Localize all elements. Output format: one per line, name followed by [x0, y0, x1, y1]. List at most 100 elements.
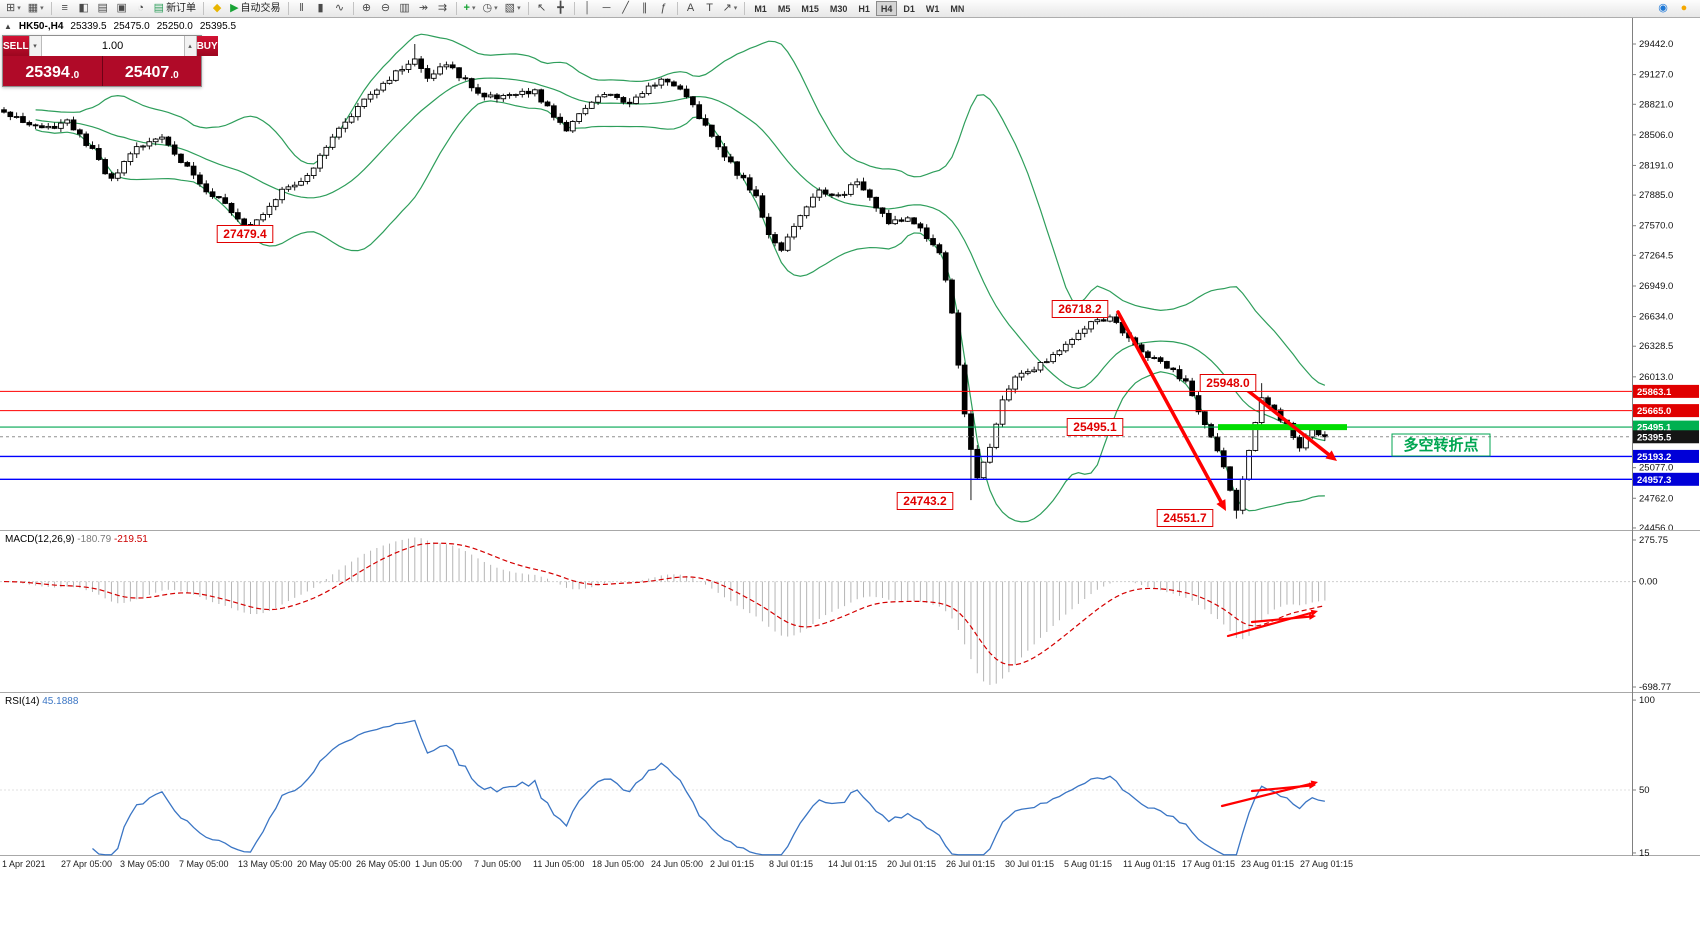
- time-axis-label: 5 Aug 01:15: [1064, 859, 1113, 869]
- price-annotation-box[interactable]: [1156, 509, 1214, 527]
- rsi-axis[interactable]: 100 50 15: [1632, 692, 1655, 856]
- toolbar-market-watch-button[interactable]: ≡: [56, 1, 74, 17]
- toolbar-data-window-button[interactable]: ◧: [75, 1, 93, 17]
- time-axis-label: 11 Aug 01:15: [1123, 859, 1176, 869]
- svg-text:26013.0: 26013.0: [1639, 372, 1673, 383]
- svg-text:24743.2: 24743.2: [903, 494, 947, 508]
- price-annotation-box[interactable]: [1066, 418, 1124, 436]
- toolbar-cursor-button[interactable]: ↖: [533, 1, 551, 17]
- candlestick-series: [1, 44, 1328, 519]
- rsi-panel[interactable]: 100 50 15: [0, 692, 1700, 856]
- price-axis[interactable]: 29442.0 29127.0 28821.0 28506.0 28191.0 27885…: [1632, 18, 1699, 530]
- toolbar-trendline-button[interactable]: ╱: [617, 1, 635, 17]
- timeframe-m1-button[interactable]: M1: [749, 1, 772, 16]
- price-annotation-box[interactable]: [216, 225, 274, 243]
- toolbar-navigator-button[interactable]: ▤: [94, 1, 112, 17]
- toolbar-fibonacci-button[interactable]: ƒ: [655, 1, 673, 17]
- time-axis-label: 7 Jun 05:00: [474, 859, 522, 869]
- toolbar-bar-chart-button[interactable]: ‖: [293, 1, 311, 17]
- svg-text:0.00: 0.00: [1639, 577, 1658, 588]
- toolbar-new-order-button[interactable]: ▤ 新订单: [151, 1, 199, 17]
- price-chart[interactable]: 27479.4 26718.2 25948.0 25495.1 24743.2 24551…: [0, 18, 1700, 530]
- toolbar-metaeditor-button[interactable]: ◆: [208, 1, 226, 17]
- toolbar-chart-shift-button[interactable]: ⇉: [434, 1, 452, 17]
- toolbar-terminal-button[interactable]: ▣: [113, 1, 131, 17]
- svg-text:25863.1: 25863.1: [1637, 387, 1672, 398]
- price-annotation-box[interactable]: [1199, 374, 1257, 392]
- timeframe-m15-button[interactable]: M15: [796, 1, 824, 16]
- lot-increase-button[interactable]: ▴: [183, 36, 197, 56]
- bar-chart-icon: ‖: [299, 2, 304, 14]
- buy-price[interactable]: 25407 .0: [101, 56, 202, 86]
- svg-text:-698.77: -698.77: [1639, 682, 1671, 692]
- toolbar-tile-windows-button[interactable]: ▥: [396, 1, 414, 17]
- lot-size-input[interactable]: [41, 36, 184, 56]
- toolbar-vertical-line-button[interactable]: │: [579, 1, 597, 17]
- one-click-collapse-icon[interactable]: ▲: [4, 22, 12, 31]
- toolbar-auto-scroll-button[interactable]: ↠: [415, 1, 433, 17]
- ohlc-high: 25475.0: [113, 21, 150, 32]
- sell-button[interactable]: SELL: [3, 36, 29, 56]
- toolbar-indicators-button[interactable]: + ▾: [461, 1, 479, 17]
- indicators-icon: +: [463, 2, 470, 14]
- toolbar-candlestick-chart-button[interactable]: ▮: [312, 1, 330, 17]
- text-icon: A: [686, 2, 695, 14]
- timeframe-d1-button[interactable]: D1: [898, 1, 920, 16]
- sell-price-frac: .0: [70, 70, 80, 81]
- time-axis-label: 26 May 05:00: [356, 859, 411, 869]
- price-annotation-box[interactable]: [896, 492, 954, 510]
- one-click-order-row: SELL ▾ ▴ BUY: [3, 36, 218, 56]
- horizontal-line-icon: ─: [602, 2, 611, 14]
- price-annotations[interactable]: 27479.4 26718.2 25948.0 25495.1 24743.2 24551…: [216, 225, 1257, 527]
- svg-text:24456.0: 24456.0: [1639, 523, 1673, 530]
- lot-decrease-button[interactable]: ▾: [28, 36, 42, 56]
- macd-axis[interactable]: 275.75 0.00 -698.77: [1632, 530, 1671, 692]
- equidistant-channel-icon: ∥: [641, 2, 648, 14]
- time-axis-label: 13 May 05:00: [238, 859, 293, 869]
- new-order-icon: ▤: [153, 2, 165, 14]
- macd-arrows[interactable]: [1226, 609, 1318, 638]
- rsi-arrows[interactable]: [1220, 780, 1318, 808]
- periods-icon: ◷: [482, 2, 493, 14]
- time-axis-label: 2 Jul 01:15: [710, 859, 755, 869]
- toolbar-equidistant-channel-button[interactable]: ∥: [636, 1, 654, 17]
- timeframe-mn-button[interactable]: MN: [945, 1, 969, 16]
- timeframe-h4-button[interactable]: H4: [875, 1, 898, 16]
- toolbar-profiles-button[interactable]: ▦ ▾: [25, 1, 47, 17]
- toolbar-separator: [573, 2, 575, 15]
- toolbar-chat-button[interactable]: ◉: [1654, 1, 1672, 17]
- zoom-out-icon: ⊖: [380, 2, 391, 14]
- symbol-info: ▲ HK50-,H4 25339.5 25475.0 25250.0 25395…: [4, 21, 236, 32]
- timeframe-h1-button[interactable]: H1: [853, 1, 875, 16]
- macd-panel[interactable]: 275.75 0.00 -698.77: [0, 530, 1700, 692]
- bollinger-bands: [35, 33, 1326, 523]
- toolbar-zoom-in-button[interactable]: ⊕: [358, 1, 376, 17]
- horizontal-level-lines[interactable]: [0, 390, 1632, 481]
- toolbar-crosshair-button[interactable]: ╋: [552, 1, 570, 17]
- svg-text:26634.0: 26634.0: [1639, 312, 1673, 323]
- toolbar-arrows-button[interactable]: ↗ ▾: [720, 1, 741, 17]
- toolbar-strategy-tester-button[interactable]: ◔: [132, 1, 150, 17]
- sell-price[interactable]: 25394 .0: [3, 56, 102, 86]
- time-axis-label: 26 Jul 01:15: [946, 859, 996, 869]
- price-annotation-box[interactable]: [1051, 300, 1109, 318]
- timeframe-m30-button[interactable]: M30: [825, 1, 853, 16]
- toolbar-periods-button[interactable]: ◷ ▾: [480, 1, 501, 17]
- toolbar-notifications-button[interactable]: ●: [1675, 1, 1693, 17]
- toolbar-autotrading-button[interactable]: ▶ 自动交易: [227, 1, 283, 17]
- crosshair-icon: ╋: [557, 2, 564, 14]
- timeframe-w1-button[interactable]: W1: [921, 1, 945, 16]
- toolbar-line-chart-button[interactable]: ∿: [331, 1, 349, 17]
- toolbar-new-chart-button[interactable]: ⊞ ▾: [3, 1, 24, 17]
- toolbar-templates-button[interactable]: ▧ ▾: [502, 1, 524, 17]
- toolbar-zoom-out-button[interactable]: ⊖: [377, 1, 395, 17]
- time-axis[interactable]: 1 Apr 2021 27 Apr 05:00 3 May 05:00 7 May 0…: [0, 856, 1700, 872]
- timeframe-m5-button[interactable]: M5: [773, 1, 796, 16]
- toolbar-text-button[interactable]: A: [682, 1, 700, 17]
- trend-arrows[interactable]: [1116, 310, 1337, 511]
- toolbar-text-label-button[interactable]: T: [701, 1, 719, 17]
- turning-point-note[interactable]: 多空转折点: [1391, 433, 1491, 457]
- buy-button[interactable]: BUY: [196, 36, 218, 56]
- svg-text:28506.0: 28506.0: [1639, 130, 1673, 141]
- toolbar-horizontal-line-button[interactable]: ─: [598, 1, 616, 17]
